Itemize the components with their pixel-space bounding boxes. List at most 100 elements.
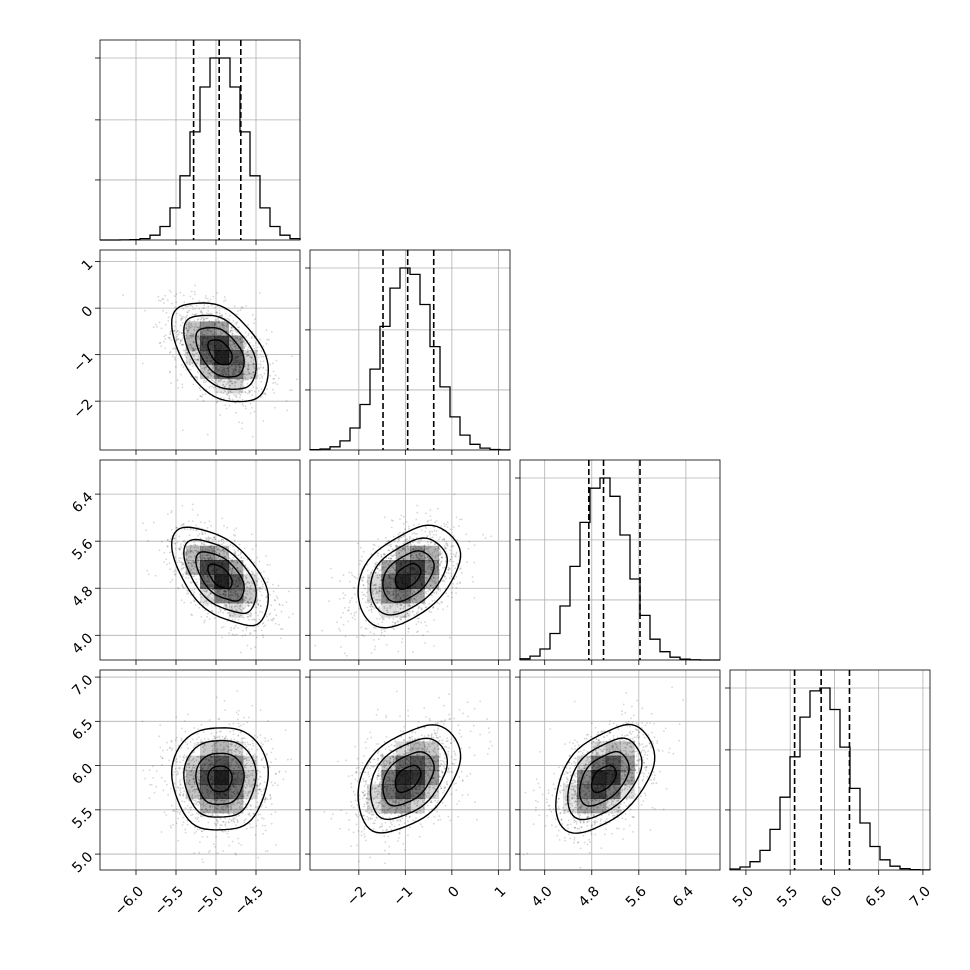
sample-point bbox=[273, 377, 275, 380]
sample-point bbox=[446, 605, 449, 608]
sample-point bbox=[375, 572, 377, 574]
sample-point bbox=[256, 636, 258, 639]
sample-point bbox=[366, 606, 368, 609]
sample-point bbox=[355, 636, 358, 638]
sample-point bbox=[259, 610, 261, 613]
sample-point bbox=[200, 311, 203, 314]
sample-point bbox=[239, 338, 242, 340]
sample-point bbox=[264, 829, 267, 832]
sample-point bbox=[179, 291, 182, 294]
sample-point bbox=[400, 514, 403, 517]
sample-point bbox=[196, 326, 199, 329]
sample-point bbox=[424, 642, 426, 644]
sample-point bbox=[248, 391, 251, 394]
sample-point bbox=[392, 618, 395, 620]
sample-point bbox=[433, 619, 435, 622]
sample-point bbox=[370, 652, 373, 654]
density-cell bbox=[200, 588, 215, 604]
histogram-panel-2 bbox=[515, 459, 721, 661]
sample-point bbox=[189, 344, 192, 346]
sample-point bbox=[249, 826, 252, 829]
sample-point bbox=[246, 351, 249, 354]
sample-point bbox=[272, 382, 275, 384]
sample-point bbox=[425, 592, 427, 595]
sample-point bbox=[217, 820, 219, 823]
sample-point bbox=[197, 534, 199, 537]
sample-point bbox=[246, 383, 249, 385]
sample-point bbox=[342, 592, 345, 594]
sample-point bbox=[225, 329, 228, 332]
sample-point bbox=[364, 627, 367, 630]
sample-point bbox=[241, 306, 244, 309]
sample-point bbox=[403, 534, 406, 537]
sample-point bbox=[267, 619, 270, 622]
density-cell bbox=[214, 335, 230, 351]
sample-point bbox=[253, 322, 256, 325]
sample-point bbox=[226, 612, 229, 614]
sample-point bbox=[194, 375, 197, 378]
sample-point bbox=[440, 560, 443, 563]
sample-point bbox=[256, 387, 258, 390]
sample-point bbox=[453, 553, 455, 556]
sample-point bbox=[177, 839, 180, 842]
sample-point bbox=[456, 582, 459, 585]
sample-point bbox=[203, 541, 206, 544]
sample-point bbox=[409, 542, 412, 545]
sample-point bbox=[197, 336, 199, 339]
sample-point bbox=[207, 309, 210, 312]
sample-point bbox=[244, 604, 247, 607]
sample-point bbox=[472, 580, 474, 583]
sample-point bbox=[170, 339, 172, 342]
sample-point bbox=[186, 311, 189, 314]
sample-point bbox=[218, 540, 220, 543]
sample-point bbox=[195, 376, 198, 379]
sample-point bbox=[247, 392, 249, 395]
sample-point bbox=[232, 730, 235, 732]
sample-point bbox=[471, 576, 474, 578]
sample-point bbox=[186, 314, 188, 317]
sample-point bbox=[420, 539, 423, 542]
sample-point bbox=[194, 799, 197, 802]
sample-point bbox=[439, 536, 441, 539]
sample-point bbox=[186, 528, 189, 531]
sample-point bbox=[272, 617, 275, 620]
sample-point bbox=[193, 326, 196, 328]
sample-point bbox=[203, 621, 206, 624]
sample-point bbox=[241, 403, 244, 405]
panel-frame bbox=[309, 249, 511, 451]
sample-point bbox=[224, 709, 227, 711]
sample-point bbox=[261, 588, 263, 590]
sample-point bbox=[195, 313, 198, 316]
sample-point bbox=[254, 806, 257, 809]
sample-point bbox=[342, 597, 345, 599]
sample-point bbox=[243, 557, 245, 560]
sample-point bbox=[348, 571, 351, 574]
sample-point bbox=[185, 316, 188, 318]
sample-point bbox=[206, 604, 209, 607]
sample-point bbox=[260, 355, 263, 358]
density-cell bbox=[410, 560, 425, 575]
sample-point bbox=[377, 623, 380, 625]
sample-point bbox=[204, 619, 206, 622]
sample-point bbox=[274, 622, 277, 625]
sample-point bbox=[195, 743, 198, 746]
sample-point bbox=[175, 339, 178, 342]
sample-point bbox=[244, 376, 246, 379]
sample-point bbox=[229, 344, 232, 346]
sample-point bbox=[259, 354, 261, 356]
sample-point bbox=[250, 533, 253, 536]
sample-point bbox=[237, 734, 240, 736]
panel-frame bbox=[729, 669, 931, 871]
sample-point bbox=[210, 312, 212, 315]
sample-point bbox=[183, 754, 186, 757]
sample-point bbox=[247, 613, 249, 616]
sample-point bbox=[252, 363, 255, 365]
sample-point bbox=[182, 586, 184, 588]
sample-point bbox=[377, 552, 380, 555]
sample-point bbox=[431, 600, 434, 602]
sample-point bbox=[173, 330, 176, 332]
sample-point bbox=[424, 606, 427, 609]
sample-point bbox=[266, 563, 269, 566]
sample-point bbox=[199, 310, 202, 313]
sample-point bbox=[223, 324, 226, 327]
